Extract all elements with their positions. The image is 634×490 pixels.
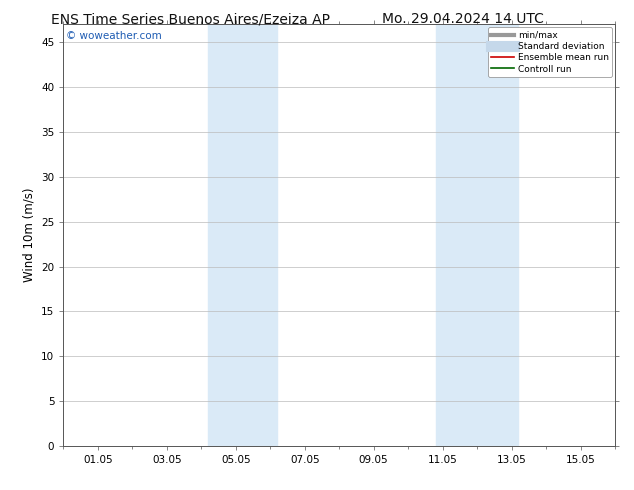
Text: Mo. 29.04.2024 14 UTC: Mo. 29.04.2024 14 UTC: [382, 12, 544, 26]
Bar: [208, 24, 277, 446]
Text: © woweather.com: © woweather.com: [66, 31, 162, 41]
Y-axis label: Wind 10m (m/s): Wind 10m (m/s): [23, 188, 36, 282]
Bar: [436, 24, 519, 446]
Legend: min/max, Standard deviation, Ensemble mean run, Controll run: min/max, Standard deviation, Ensemble me…: [488, 27, 612, 77]
Text: ENS Time Series Buenos Aires/Ezeiza AP: ENS Time Series Buenos Aires/Ezeiza AP: [51, 12, 330, 26]
